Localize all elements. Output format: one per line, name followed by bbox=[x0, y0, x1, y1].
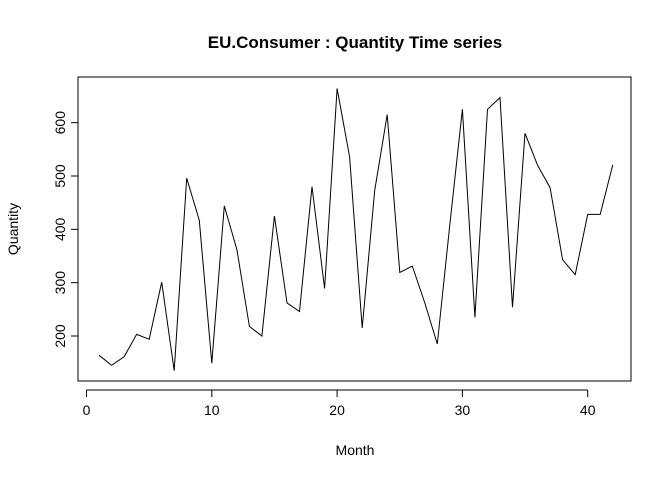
y-tick-label: 400 bbox=[52, 217, 68, 241]
y-tick-label: 300 bbox=[52, 271, 68, 295]
x-axis: 0 10 20 30 40 bbox=[83, 389, 596, 418]
x-tick-label: 40 bbox=[580, 402, 596, 418]
chart-title: EU.Consumer : Quantity Time series bbox=[208, 33, 502, 52]
y-axis-label: Quantity bbox=[5, 203, 21, 255]
x-tick-label: 20 bbox=[329, 402, 345, 418]
y-tick-label: 600 bbox=[52, 111, 68, 135]
x-tick-label: 10 bbox=[204, 402, 220, 418]
y-tick-label: 500 bbox=[52, 164, 68, 188]
x-tick-label: 30 bbox=[455, 402, 471, 418]
series-line bbox=[98, 88, 614, 371]
series-layer bbox=[98, 88, 614, 371]
x-tick-label: 0 bbox=[83, 402, 91, 418]
y-axis: 200 300 400 500 600 bbox=[52, 111, 79, 348]
x-axis-label: Month bbox=[336, 442, 375, 458]
y-tick-label: 200 bbox=[52, 324, 68, 348]
